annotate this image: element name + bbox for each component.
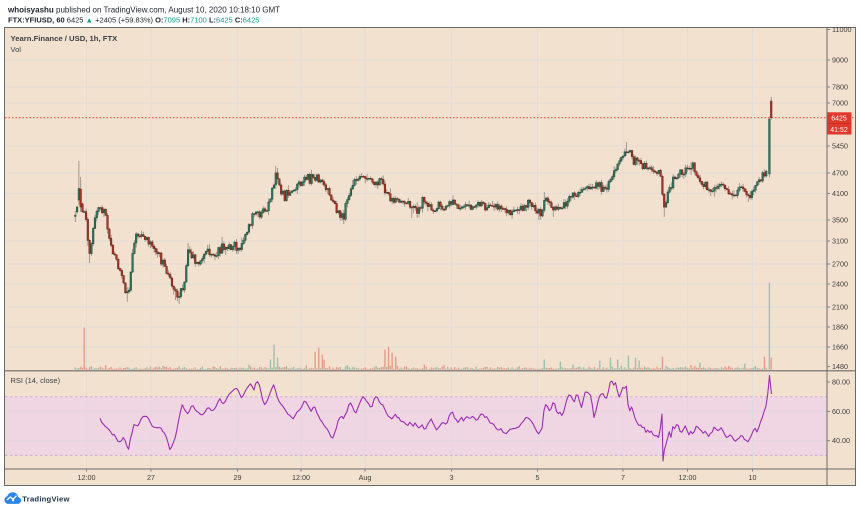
svg-text:Aug: Aug xyxy=(359,473,372,482)
svg-text:whoisyashu published on Tradin: whoisyashu published on TradingView.com,… xyxy=(7,5,280,14)
svg-text:2700: 2700 xyxy=(832,260,848,269)
svg-text:5450: 5450 xyxy=(832,142,848,151)
svg-text:TradingView: TradingView xyxy=(22,494,69,503)
svg-text:1860: 1860 xyxy=(832,323,848,332)
svg-text:60.00: 60.00 xyxy=(832,407,850,416)
svg-text:FTX:YFIUSD, 60 6425 ▲ +2405 (+: FTX:YFIUSD, 60 6425 ▲ +2405 (+59.83%) O:… xyxy=(8,16,259,25)
svg-text:10: 10 xyxy=(749,473,757,482)
svg-text:9000: 9000 xyxy=(832,56,848,65)
svg-text:2400: 2400 xyxy=(832,280,848,289)
svg-text:5: 5 xyxy=(536,473,540,482)
svg-text:12:00: 12:00 xyxy=(78,473,96,482)
svg-text:29: 29 xyxy=(234,473,242,482)
svg-text:6425: 6425 xyxy=(831,116,847,123)
svg-text:RSI (14, close): RSI (14, close) xyxy=(11,376,61,385)
svg-text:3500: 3500 xyxy=(832,216,848,225)
svg-text:1660: 1660 xyxy=(832,343,848,352)
svg-text:3: 3 xyxy=(450,473,454,482)
svg-text:80.00: 80.00 xyxy=(832,378,850,387)
svg-text:27: 27 xyxy=(147,473,155,482)
svg-text:7: 7 xyxy=(621,473,625,482)
svg-text:12:00: 12:00 xyxy=(679,473,697,482)
svg-text:4100: 4100 xyxy=(832,189,848,198)
svg-text:12:00: 12:00 xyxy=(292,473,310,482)
svg-text:Yearn.Finance / USD, 1h, FTX: Yearn.Finance / USD, 1h, FTX xyxy=(11,34,119,43)
svg-text:1480: 1480 xyxy=(832,362,848,371)
svg-text:11000: 11000 xyxy=(832,25,851,34)
svg-text:7000: 7000 xyxy=(832,99,848,108)
svg-text:40.00: 40.00 xyxy=(832,436,850,445)
svg-text:7800: 7800 xyxy=(832,83,848,92)
svg-text:4700: 4700 xyxy=(832,169,848,178)
svg-text:2100: 2100 xyxy=(832,303,848,312)
svg-text:41:52: 41:52 xyxy=(830,127,848,134)
svg-text:3100: 3100 xyxy=(832,237,848,246)
svg-text:Vol: Vol xyxy=(11,45,22,54)
